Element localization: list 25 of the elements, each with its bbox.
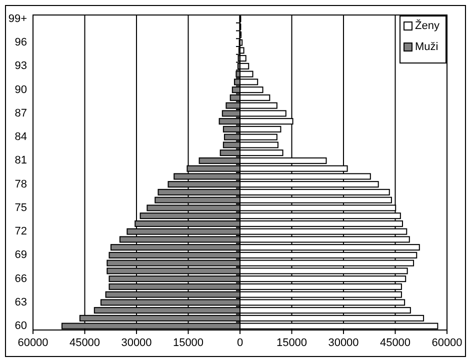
y-tick-label: 84 <box>14 131 27 144</box>
y-tick-label: 69 <box>14 249 27 262</box>
y-tick-label: 66 <box>14 272 27 285</box>
x-tick-label: 60000 <box>18 337 48 349</box>
x-tick-label: 30000 <box>328 337 359 349</box>
y-tick-label: 63 <box>14 296 27 308</box>
legend-label: Muži <box>415 41 438 53</box>
x-tick-label: 45000 <box>69 337 100 349</box>
x-tick-label: 60000 <box>432 337 462 349</box>
x-tick-label: 15000 <box>172 337 204 349</box>
y-tick-label: 60 <box>14 320 27 332</box>
x-tick-label: 0 <box>236 337 244 349</box>
y-tick-label: 75 <box>14 202 27 214</box>
y-tick-label: 72 <box>14 226 27 238</box>
y-tick-label: 81 <box>14 154 27 167</box>
y-tick-label: 93 <box>14 60 27 72</box>
y-tick-label: 87 <box>14 107 27 120</box>
x-tick-label: 30000 <box>121 337 152 349</box>
y-tick-label: 90 <box>14 84 27 96</box>
x-tick-label: 15000 <box>276 337 308 349</box>
x-tick-label: 45000 <box>380 337 411 349</box>
y-tick-label: 96 <box>14 36 27 49</box>
y-tick-label: 99+ <box>8 12 27 25</box>
legend-label: Ženy <box>415 19 440 32</box>
y-tick-label: 78 <box>14 178 27 190</box>
